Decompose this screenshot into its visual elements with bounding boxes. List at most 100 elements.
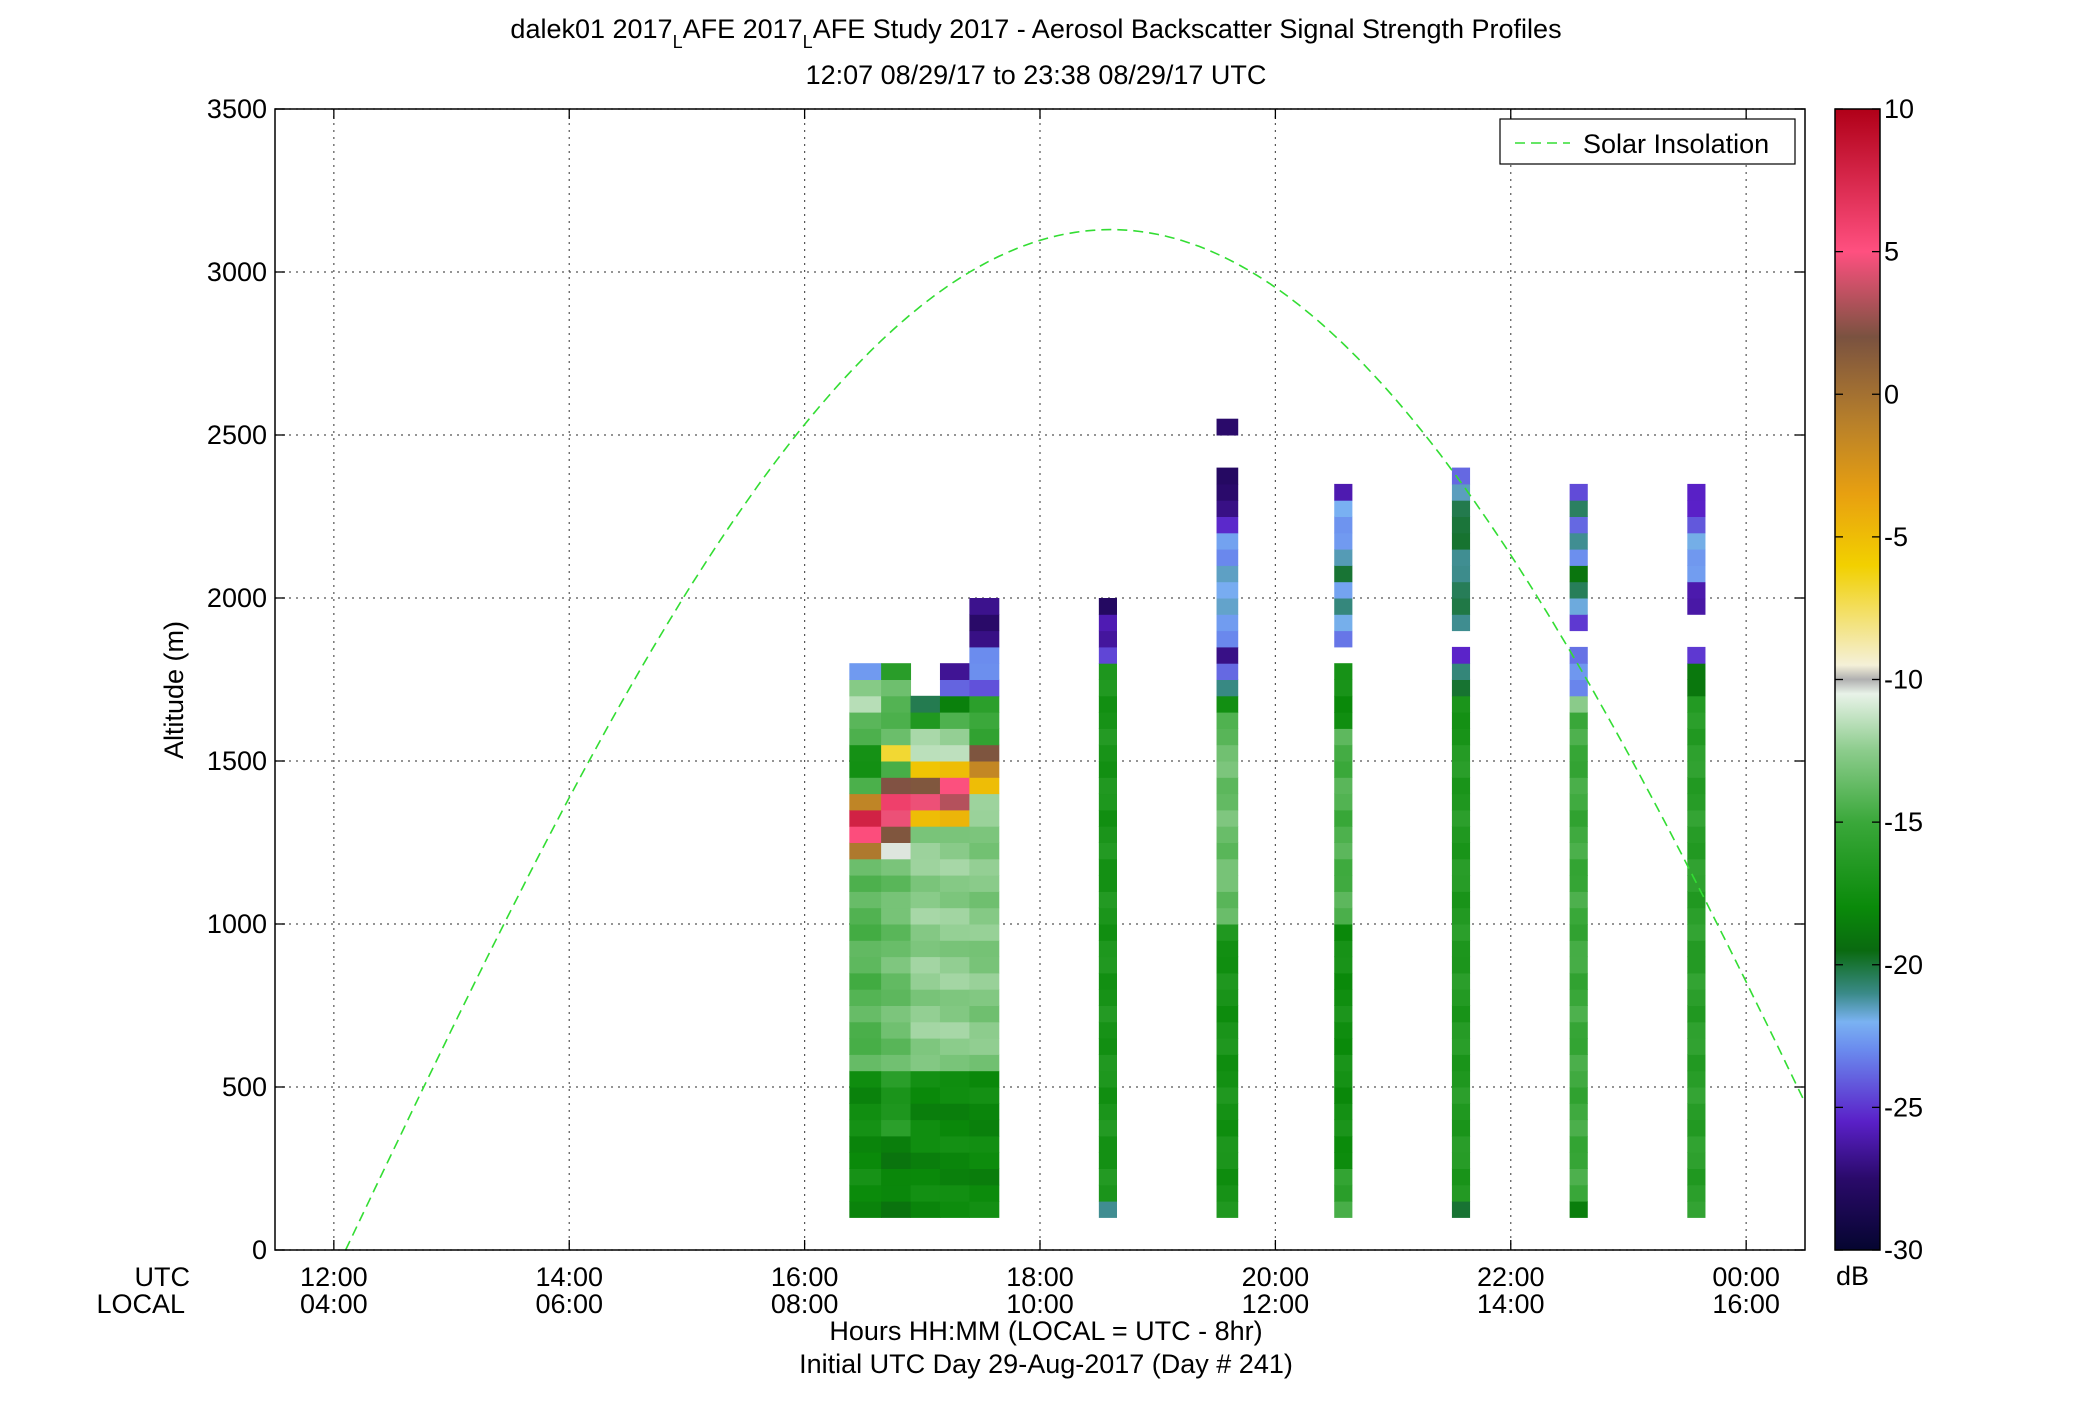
y-tick-label: 1000 — [207, 909, 267, 939]
heatmap-cell — [1569, 500, 1588, 517]
heatmap-cell — [1216, 989, 1239, 1006]
heatmap-cell — [849, 1005, 882, 1023]
colorbar-unit: dB — [1836, 1261, 1869, 1291]
heatmap-cell — [1098, 1070, 1117, 1088]
heatmap-cell — [1687, 809, 1706, 827]
heatmap-cell — [881, 663, 912, 680]
heatmap-cell — [1098, 663, 1117, 680]
heatmap-cell — [881, 1038, 912, 1055]
heatmap-cell — [1216, 842, 1239, 860]
heatmap-cell — [1216, 858, 1239, 876]
heatmap-cell — [1098, 891, 1117, 909]
title-prefix: dalek01 2017 — [510, 14, 672, 44]
heatmap-cell — [849, 1201, 882, 1218]
heatmap-cell — [969, 695, 1000, 713]
heatmap-cell — [939, 1021, 970, 1039]
heatmap-cell — [1334, 1184, 1353, 1202]
heatmap-cell — [1334, 712, 1353, 729]
heatmap-cell — [939, 907, 970, 925]
heatmap-cell — [1451, 744, 1471, 762]
heatmap-cell — [939, 1054, 970, 1072]
heatmap-cell — [969, 1184, 1000, 1202]
heatmap-cell — [1098, 761, 1117, 778]
heatmap-cell — [969, 1005, 1000, 1023]
heatmap-cell — [1569, 1135, 1588, 1153]
heatmap-cell — [1334, 532, 1353, 550]
heatmap-cell — [1451, 858, 1471, 876]
heatmap-cell — [939, 972, 970, 990]
heatmap-cell — [1334, 1005, 1353, 1023]
heatmap-cell — [1098, 728, 1117, 746]
heatmap-cell — [849, 989, 882, 1006]
y-tick-label: 3000 — [207, 257, 267, 287]
heatmap-cell — [1451, 1054, 1471, 1072]
heatmap-cell — [849, 712, 882, 729]
heatmap-cell — [939, 1070, 970, 1088]
heatmap-cell — [1687, 972, 1706, 990]
heatmap-cell — [881, 826, 912, 843]
heatmap-cell — [881, 712, 912, 729]
heatmap-cell — [969, 858, 1000, 876]
heatmap-cell — [1569, 532, 1588, 550]
heatmap-cell — [969, 875, 1000, 892]
heatmap-cell — [881, 1135, 912, 1153]
heatmap-cell — [1687, 1152, 1706, 1169]
heatmap-cell — [910, 1201, 941, 1218]
heatmap-cell — [939, 940, 970, 958]
heatmap-cell — [1334, 663, 1353, 680]
heatmap-cell — [969, 1168, 1000, 1186]
heatmap-cell — [1334, 858, 1353, 876]
heatmap-cell — [1216, 614, 1239, 632]
heatmap-cell — [1334, 777, 1353, 795]
heatmap-cell — [1451, 826, 1471, 843]
heatmap-cell — [1334, 744, 1353, 762]
heatmap-cell — [881, 1070, 912, 1088]
colorbar-tick-label: -30 — [1884, 1235, 1923, 1265]
heatmap-cell — [1569, 1038, 1588, 1055]
heatmap-cell — [1216, 1103, 1239, 1121]
heatmap-cell — [1098, 809, 1117, 827]
heatmap-cell — [1451, 532, 1471, 550]
solar-insolation-line — [344, 228, 1806, 1251]
heatmap-cell — [1216, 483, 1239, 501]
heatmap-cell — [1451, 1021, 1471, 1039]
heatmap-cell — [1216, 891, 1239, 909]
heatmap-cell — [1216, 1135, 1239, 1153]
colorbar-ticks: 10 5 0 -5 -10 -15 -20 -25 -30 — [1835, 94, 1923, 1265]
x-tick-label-local: 08:00 — [771, 1289, 839, 1319]
heatmap-cell — [849, 695, 882, 713]
heatmap-cell — [1569, 924, 1588, 941]
heatmap-cell — [881, 907, 912, 925]
heatmap-cell — [1451, 777, 1471, 795]
heatmap-cell — [910, 858, 941, 876]
heatmap-cell — [1098, 777, 1117, 795]
y-tick-label: 3500 — [207, 94, 267, 124]
heatmap-cell — [1687, 581, 1706, 599]
heatmap-cell — [1687, 549, 1706, 566]
colorbar-tick-label: -10 — [1884, 665, 1923, 695]
heatmap-cell — [849, 1119, 882, 1137]
heatmap-cell — [1334, 940, 1353, 958]
heatmap-cell — [1098, 826, 1117, 843]
heatmap-cell — [1334, 809, 1353, 827]
heatmap-cell — [1569, 777, 1588, 795]
x-tick-label-utc: 20:00 — [1242, 1262, 1310, 1292]
heatmap-cell — [969, 1135, 1000, 1153]
heatmap-cell — [939, 989, 970, 1006]
y-tick-label: 500 — [222, 1072, 267, 1102]
title-sub2: L — [803, 32, 813, 52]
heatmap-cell — [1334, 1201, 1353, 1218]
heatmap-cell — [1216, 500, 1239, 517]
heatmap-cell — [1569, 1070, 1588, 1088]
x-tick-label-local: 14:00 — [1477, 1289, 1545, 1319]
heatmap-cell — [1334, 516, 1353, 534]
heatmap-cell — [1569, 483, 1588, 501]
heatmap-cell — [1687, 956, 1706, 974]
x-tick-label-utc: 14:00 — [535, 1262, 603, 1292]
heatmap-cell — [1334, 761, 1353, 778]
heatmap-cell — [1334, 907, 1353, 925]
heatmap-cell — [849, 1184, 882, 1202]
heatmap-cell — [1451, 467, 1471, 485]
heatmap-cell — [1098, 1168, 1117, 1186]
heatmap-cell — [881, 1119, 912, 1137]
